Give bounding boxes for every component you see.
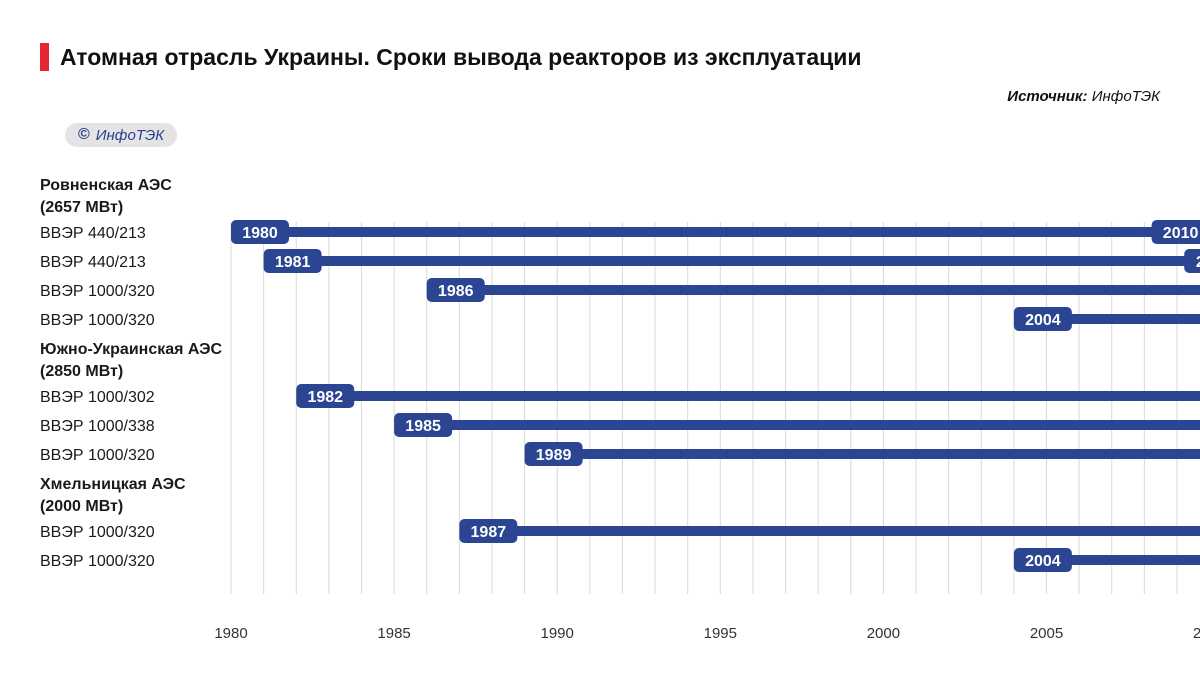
start-year-label: 1980 [242, 225, 278, 242]
reactor-label: ВВЭР 440/213 [40, 254, 146, 271]
start-year-label: 1987 [471, 524, 507, 541]
x-tick-label: 1995 [704, 625, 737, 642]
operation-bar [273, 256, 1200, 266]
row-labels: Ровненская АЭС (2657 МВт) ВВЭР 440/213 ВВЭР… [40, 177, 222, 570]
start-year-pill [524, 442, 583, 466]
reactor-label: ВВЭР 1000/302 [40, 389, 155, 406]
reactor-label: ВВЭР 1000/320 [40, 312, 155, 329]
start-year-pill [231, 220, 289, 244]
operation-bar [241, 227, 1200, 237]
bars-layer: продлён до 203019802010продлён до 203119… [231, 220, 1200, 572]
reactor-label: ВВЭР 440/213 [40, 225, 146, 242]
start-year-label: 2004 [1025, 553, 1061, 570]
page-title: Атомная отрасль Украины. Сроки вывода ре… [60, 44, 862, 70]
start-year-label: 2004 [1025, 312, 1061, 329]
x-tick-label: 1980 [214, 625, 247, 642]
copyright-badge: © ИнфоТЭК [65, 123, 178, 147]
start-year-label: 1982 [307, 389, 343, 406]
operation-bar [306, 391, 1200, 401]
start-year-pill [459, 519, 518, 543]
start-year-label: 1981 [275, 254, 311, 271]
start-year-label: 1986 [438, 283, 474, 300]
start-year-pill [426, 278, 485, 302]
source-value: ИнфоТЭК [1091, 88, 1160, 105]
plant-name: Южно-Украинская АЭС [40, 341, 222, 358]
operation-bar [469, 526, 1200, 536]
plant-name: Ровненская АЭС [40, 177, 172, 194]
plant-capacity: (2657 МВт) [40, 199, 123, 216]
x-tick-label: 2005 [1030, 625, 1063, 642]
operation-bar [1023, 555, 1200, 565]
x-axis: 1980198519901995200020052010201520202025… [214, 625, 1200, 642]
grid-layer [230, 222, 1178, 594]
reactor-label: ВВЭР 1000/338 [40, 418, 155, 435]
reactor-label: ВВЭР 1000/320 [40, 553, 155, 570]
source-line: Источник: ИнфоТЭК [1007, 88, 1160, 105]
operation-bar [436, 285, 1200, 295]
start-year-pill [394, 413, 453, 437]
plant-capacity: (2000 МВт) [40, 498, 123, 515]
start-year-label: 1989 [536, 447, 572, 464]
reactor-label: ВВЭР 1000/320 [40, 283, 155, 300]
start-year-label: 1985 [405, 418, 441, 435]
title-accent-bar [40, 43, 49, 71]
x-tick-label: 1990 [541, 625, 574, 642]
copyright-text: ИнфоТЭК [95, 126, 165, 144]
plant-capacity: (2850 МВт) [40, 363, 123, 380]
plant-name: Хмельницкая АЭС [40, 476, 186, 493]
end-year-label: 2010 [1163, 225, 1199, 242]
end-year-pill [1184, 249, 1200, 273]
start-year-pill [296, 384, 355, 408]
x-tick-label: 1985 [377, 625, 410, 642]
start-year-pill [263, 249, 322, 273]
copyright-icon: © [78, 126, 90, 143]
x-tick-label: 2000 [867, 625, 900, 642]
start-year-pill [1013, 307, 1072, 331]
x-tick-label: 2010 [1193, 625, 1200, 642]
operation-bar [1023, 314, 1200, 324]
source-label: Источник: [1007, 88, 1088, 105]
start-year-pill [1013, 548, 1072, 572]
reactor-label: ВВЭР 1000/320 [40, 447, 155, 464]
operation-bar [534, 449, 1200, 459]
end-year-label: 2011 [1196, 254, 1200, 271]
reactor-label: ВВЭР 1000/320 [40, 524, 155, 541]
end-year-pill [1151, 220, 1200, 244]
operation-bar [404, 420, 1200, 430]
